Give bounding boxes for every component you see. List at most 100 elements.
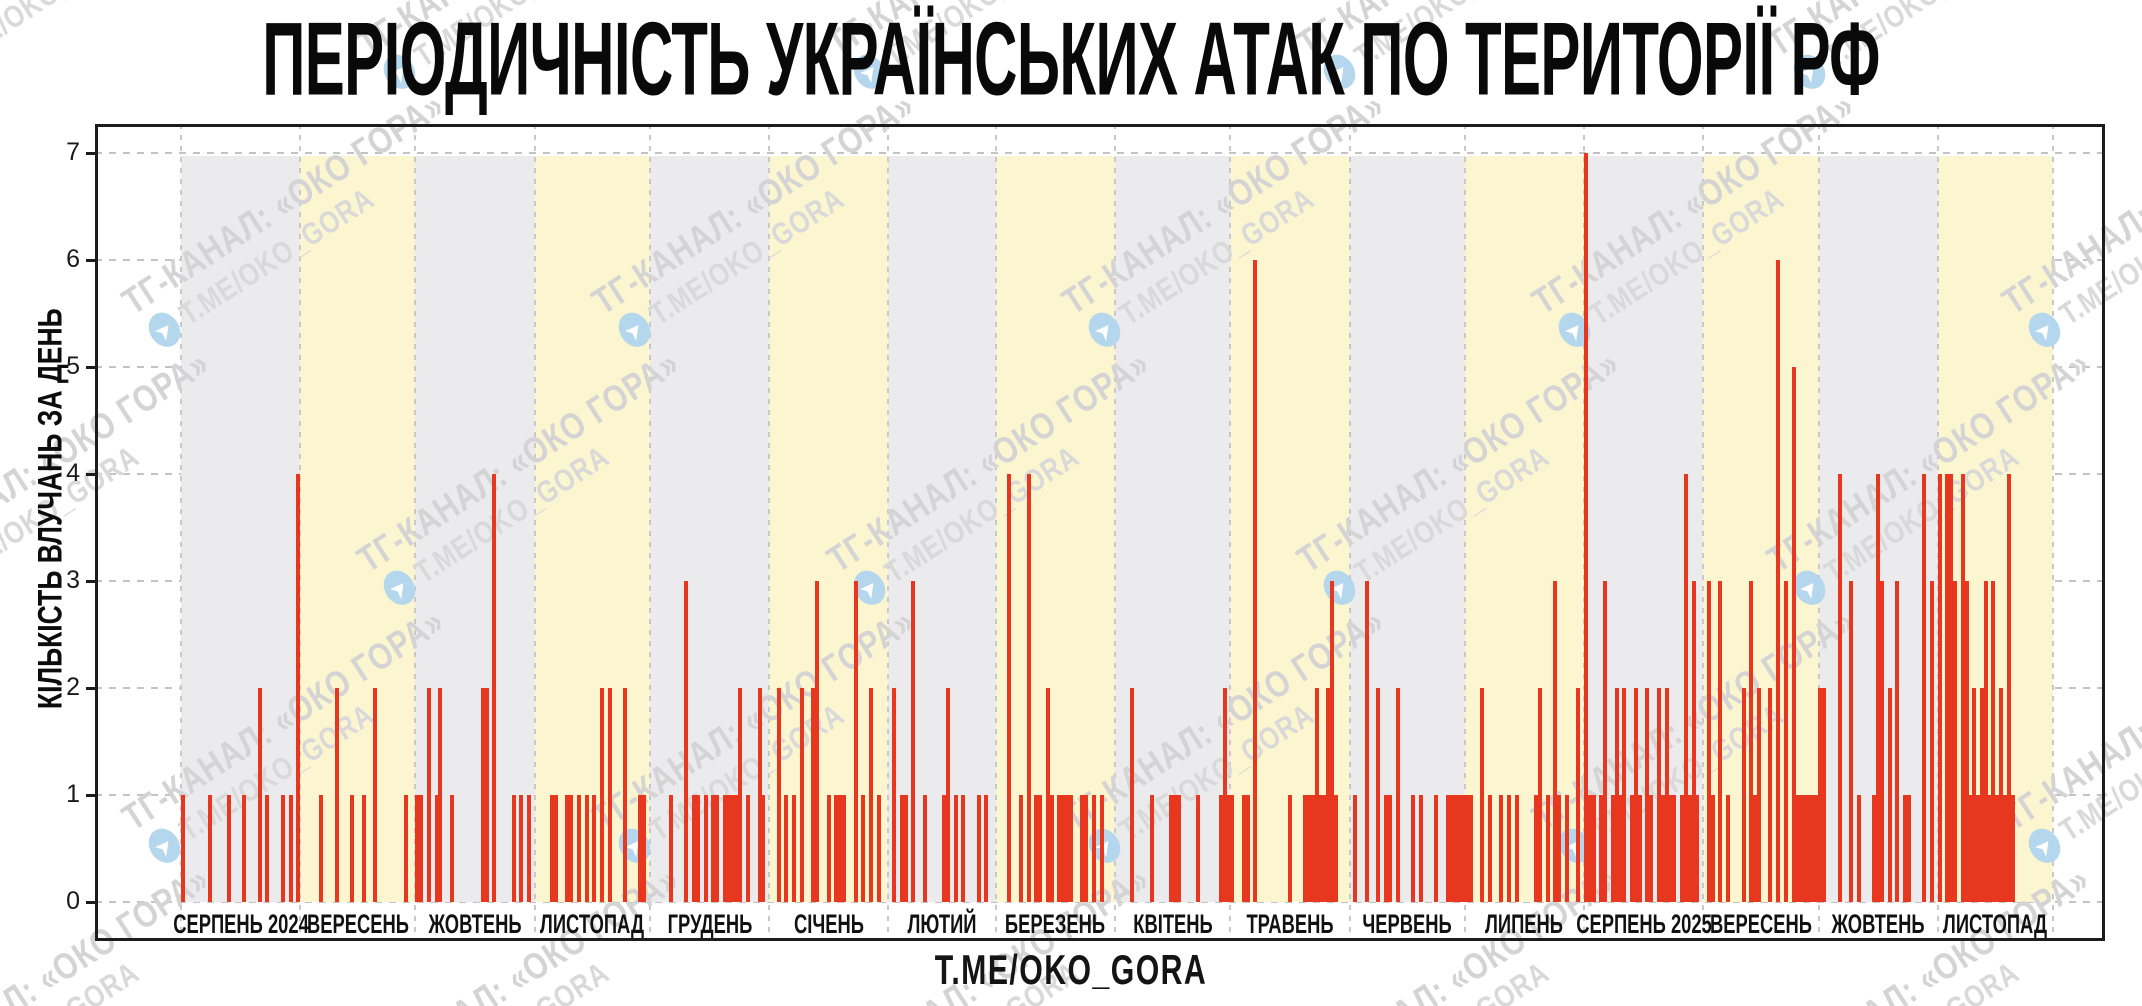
month-boundary-line bbox=[648, 124, 651, 941]
daily-hits-bar bbox=[1710, 795, 1715, 902]
telegram-plane-icon: ➤ bbox=[1082, 306, 1127, 353]
daily-hits-bar bbox=[1226, 795, 1231, 902]
daily-hits-bar bbox=[1557, 795, 1562, 902]
daily-hits-bar bbox=[1803, 795, 1808, 902]
daily-hits-bar bbox=[419, 795, 424, 902]
watermark: ТГ-КАНАЛ: «ОКО ГОРА»➤T.ME/OKO_GORA bbox=[1290, 297, 1717, 613]
daily-hits-bar bbox=[1749, 581, 1754, 902]
telegram-plane-icon: ➤ bbox=[377, 564, 422, 611]
watermark-channel-url: T.ME/OKO_GORA bbox=[408, 955, 615, 1006]
daily-hits-bar bbox=[1091, 795, 1096, 902]
daily-hits-bar bbox=[484, 688, 489, 902]
daily-hits-bar bbox=[1683, 474, 1688, 902]
daily-hits-bar bbox=[1649, 795, 1654, 902]
gridline-y-3 bbox=[95, 580, 2105, 582]
daily-hits-bar bbox=[1768, 688, 1773, 902]
daily-hits-bar bbox=[922, 795, 927, 902]
daily-hits-bar bbox=[1364, 581, 1369, 902]
y-tick-mark bbox=[86, 259, 95, 262]
month-label: ГРУДЕНЬ bbox=[667, 909, 752, 939]
daily-hits-bar bbox=[511, 795, 516, 902]
daily-hits-bar bbox=[1445, 795, 1450, 902]
daily-hits-bar bbox=[1218, 795, 1223, 902]
daily-hits-bar bbox=[1038, 795, 1043, 902]
daily-hits-bar bbox=[1195, 795, 1200, 902]
daily-hits-bar bbox=[953, 795, 958, 902]
month-band-6 bbox=[769, 156, 889, 902]
daily-hits-bar bbox=[1799, 795, 1804, 902]
daily-hits-bar bbox=[1176, 795, 1181, 902]
daily-hits-bar bbox=[1664, 688, 1669, 902]
month-bands-layer bbox=[95, 124, 2105, 941]
daily-hits-bar bbox=[492, 474, 497, 902]
gridline-y-0 bbox=[95, 901, 2105, 903]
daily-hits-bar bbox=[784, 795, 789, 902]
daily-hits-bar bbox=[799, 688, 804, 902]
watermark-channel-url: T.ME/OKO_GORA bbox=[1818, 955, 2025, 1006]
telegram-plane-icon: ➤ bbox=[1552, 306, 1597, 353]
month-label: СЕРПЕНЬ 2025 bbox=[1575, 909, 1712, 939]
daily-hits-bar bbox=[1241, 795, 1246, 902]
daily-hits-bar bbox=[945, 688, 950, 902]
daily-hits-bar bbox=[976, 795, 981, 902]
watermark-channel-url: T.ME/OKO_GORA bbox=[2053, 180, 2142, 332]
daily-hits-bar bbox=[1903, 795, 1907, 902]
daily-hits-bar bbox=[576, 795, 581, 902]
daily-hits-bar bbox=[1672, 795, 1677, 902]
telegram-plane-icon: ➤ bbox=[1552, 822, 1597, 869]
watermark-channel-name: ТГ-КАНАЛ: «ОКО ГОРА» bbox=[1290, 342, 1627, 581]
daily-hits-bar bbox=[565, 795, 570, 902]
watermark-channel-url: T.ME/OKO_GORA bbox=[173, 180, 381, 332]
daily-hits-bar bbox=[1791, 367, 1796, 902]
watermark-channel-name: ТГ-КАНАЛ: «ОКО ГОРА» bbox=[585, 84, 922, 323]
daily-hits-bar bbox=[1887, 688, 1892, 902]
footer-channel-link: T.ME/OKO_GORA bbox=[934, 946, 1208, 993]
month-band-8 bbox=[995, 156, 1116, 902]
daily-hits-bar bbox=[642, 795, 647, 902]
daily-hits-bar bbox=[1303, 795, 1308, 902]
daily-hits-bar bbox=[1587, 795, 1592, 902]
daily-hits-bar bbox=[1999, 688, 2004, 902]
daily-hits-bar bbox=[584, 795, 589, 902]
daily-hits-bar bbox=[815, 581, 820, 902]
month-label: ЛИСТОПАД bbox=[1943, 909, 2048, 939]
watermark: ТГ-КАНАЛ: «ОКО ГОРА»➤T.ME/OKO_GORA bbox=[350, 813, 777, 1006]
month-band-3 bbox=[415, 156, 535, 902]
daily-hits-bar bbox=[1480, 688, 1485, 902]
daily-hits-bar bbox=[1668, 795, 1673, 902]
y-axis-label: КІЛЬКІСТЬ ВЛУЧАНЬ ЗА ДЕНЬ bbox=[31, 308, 70, 710]
daily-hits-bar bbox=[1468, 795, 1473, 902]
daily-hits-bar bbox=[1837, 474, 1842, 902]
watermark-channel-name: ТГ-КАНАЛ: «ОКО ГОРА» bbox=[0, 0, 217, 65]
watermark-channel-name: ТГ-КАНАЛ: «ОКО ГОРА» bbox=[1290, 858, 1627, 1006]
daily-hits-bar bbox=[1949, 474, 1954, 902]
daily-hits-bar bbox=[984, 795, 989, 902]
daily-hits-bar bbox=[1753, 795, 1758, 902]
daily-hits-bar bbox=[1222, 688, 1227, 902]
daily-hits-bar bbox=[1872, 795, 1877, 902]
daily-hits-bar bbox=[1795, 795, 1800, 902]
daily-hits-bar bbox=[607, 688, 612, 902]
daily-hits-bar bbox=[853, 581, 858, 902]
watermark-channel-name: ТГ-КАНАЛ: «ОКО ГОРА» bbox=[1995, 84, 2142, 323]
watermark: ТГ-КАНАЛ: «ОКО ГОРА»➤T.ME/OKO_GORA bbox=[1055, 555, 1482, 871]
daily-hits-bar bbox=[1410, 795, 1415, 902]
daily-hits-bar bbox=[1991, 581, 1996, 902]
daily-hits-bar bbox=[1099, 795, 1104, 902]
daily-hits-bar bbox=[861, 795, 866, 902]
daily-hits-bar bbox=[1876, 474, 1881, 902]
watermark-channel-name: ТГ-КАНАЛ: «ОКО ГОРА» bbox=[1525, 84, 1862, 323]
daily-hits-bar bbox=[1049, 795, 1054, 902]
daily-hits-bar bbox=[1906, 795, 1911, 902]
daily-hits-bar bbox=[1007, 474, 1012, 902]
daily-hits-bar bbox=[1783, 581, 1788, 902]
watermark: ТГ-КАНАЛ: «ОКО ГОРА»➤T.ME/OKO_GORA bbox=[1290, 813, 1717, 1006]
daily-hits-bar bbox=[1691, 581, 1696, 902]
watermark: ТГ-КАНАЛ: «ОКО ГОРА»➤T.ME/OKO_GORA bbox=[1995, 555, 2142, 871]
month-band-5 bbox=[649, 156, 770, 902]
telegram-plane-icon: ➤ bbox=[1787, 564, 1832, 611]
month-band-13 bbox=[1584, 156, 1704, 902]
daily-hits-bar bbox=[1026, 474, 1031, 902]
month-label: СІЧЕНЬ bbox=[793, 909, 864, 939]
